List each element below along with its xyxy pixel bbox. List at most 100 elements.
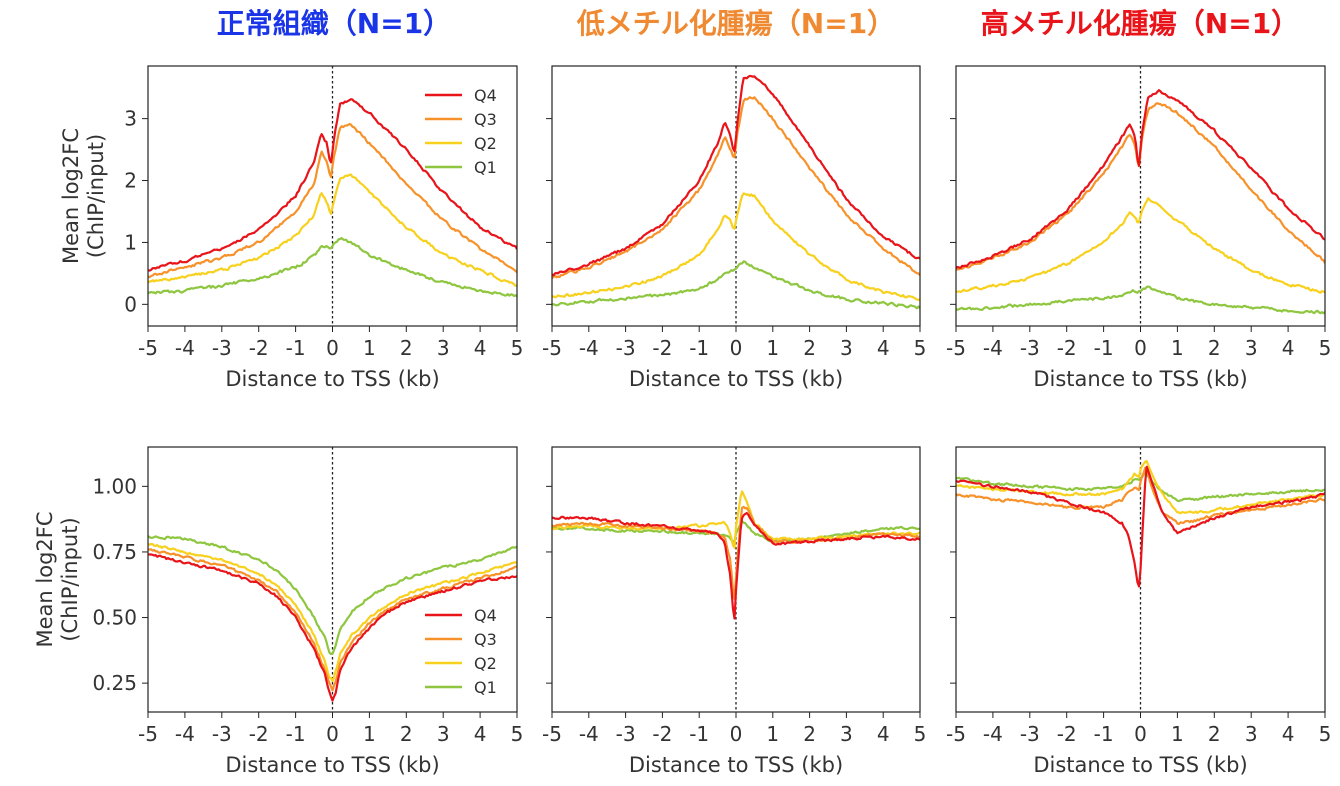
y-tick-label: 1 <box>124 230 137 254</box>
x-tick-label: 2 <box>803 336 816 360</box>
x-tick-label: -3 <box>212 722 232 746</box>
x-tick-label: 3 <box>1245 722 1258 746</box>
y-tick-label: 0.75 <box>92 540 137 564</box>
series-line-Q1 <box>148 535 517 656</box>
x-tick-label: -4 <box>175 722 195 746</box>
x-tick-label: -1 <box>286 336 306 360</box>
x-tick-label: -1 <box>1094 722 1114 746</box>
x-tick-label: 1 <box>363 336 376 360</box>
x-tick-label: 2 <box>400 336 413 360</box>
x-tick-label: 4 <box>1282 336 1295 360</box>
x-tick-label: -5 <box>946 336 966 360</box>
y-tick-label: 0.25 <box>92 671 137 695</box>
x-tick-label: 3 <box>437 336 450 360</box>
x-axis-label: Distance to TSS (kb) <box>629 753 843 777</box>
series-line-Q3 <box>148 548 517 692</box>
x-tick-label: 1 <box>363 722 376 746</box>
series-line-Q1 <box>148 237 517 298</box>
y-axis-label-line1: Mean log2FC <box>59 128 83 264</box>
chart-panel-2: -5 -4 -3 -2 -1 0 1 2 3 4 5 Distance to TSS (kb) <box>542 65 927 391</box>
series-line-Q3 <box>956 466 1325 526</box>
series-line-Q4 <box>552 511 920 620</box>
x-tick-label: -2 <box>249 336 269 360</box>
x-tick-label: 0 <box>730 336 743 360</box>
legend-label-Q4: Q4 <box>474 86 497 105</box>
legend-label-Q3: Q3 <box>474 630 497 649</box>
y-tick-label: 0.50 <box>92 606 137 630</box>
x-tick-label: -5 <box>138 722 158 746</box>
x-tick-label: 4 <box>474 722 487 746</box>
x-tick-label: -2 <box>652 722 672 746</box>
y-axis-label-line1: Mean log2FC <box>33 511 57 647</box>
chart-panel-5: -5 -4 -3 -2 -1 0 1 2 3 4 5 Distance to TSS (kb) <box>542 446 926 777</box>
x-tick-label: -3 <box>616 336 636 360</box>
x-tick-label: -4 <box>175 336 195 360</box>
x-tick-label: -3 <box>1020 722 1040 746</box>
x-tick-label: -5 <box>946 722 966 746</box>
x-tick-label: -4 <box>579 722 599 746</box>
x-tick-label: 0 <box>326 336 339 360</box>
y-axis-label-line2: (ChIP/input) <box>84 134 108 258</box>
x-tick-label: 4 <box>877 722 890 746</box>
y-tick-label: 3 <box>124 107 137 131</box>
series-line-Q4 <box>552 74 920 277</box>
x-tick-label: 3 <box>840 722 853 746</box>
series-line-Q4 <box>148 553 517 702</box>
y-tick-label: 0 <box>124 292 137 316</box>
series-line-Q4 <box>148 98 517 272</box>
x-tick-label: 0 <box>1134 722 1147 746</box>
x-tick-label: -3 <box>616 722 636 746</box>
x-tick-label: -2 <box>1057 722 1077 746</box>
series-line-Q3 <box>148 122 517 279</box>
x-tick-label: -4 <box>579 336 599 360</box>
x-axis-label: Distance to TSS (kb) <box>225 367 439 391</box>
x-axis-label: Distance to TSS (kb) <box>629 367 843 391</box>
x-tick-label: 2 <box>803 722 816 746</box>
x-tick-label: -5 <box>542 336 562 360</box>
x-tick-label: -1 <box>689 336 709 360</box>
x-tick-label: 0 <box>326 722 339 746</box>
x-tick-label: 5 <box>1319 722 1332 746</box>
x-tick-label: -1 <box>689 722 709 746</box>
legend-label-Q2: Q2 <box>474 134 497 153</box>
x-tick-label: -2 <box>249 722 269 746</box>
column-title-normal: 正常組織（N=1） <box>216 7 452 40</box>
x-tick-label: -5 <box>138 336 158 360</box>
x-tick-label: 1 <box>766 336 779 360</box>
x-tick-label: -2 <box>652 336 672 360</box>
legend-label-Q4: Q4 <box>474 606 497 625</box>
series-line-Q2 <box>956 197 1325 294</box>
x-tick-label: 1 <box>766 722 779 746</box>
x-tick-label: -1 <box>1094 336 1114 360</box>
series-line-Q2 <box>148 173 517 287</box>
chart-panel-3: -5 -4 -3 -2 -1 0 1 2 3 4 5 Distance to TSS (kb) <box>946 65 1332 391</box>
x-tick-label: -1 <box>286 722 306 746</box>
x-axis-label: Distance to TSS (kb) <box>225 753 439 777</box>
legend-label-Q2: Q2 <box>474 654 497 673</box>
series-line-Q2 <box>148 542 517 683</box>
legend-label-Q1: Q1 <box>474 158 497 177</box>
x-tick-label: 5 <box>914 336 927 360</box>
x-tick-label: 3 <box>1245 336 1258 360</box>
x-tick-label: -4 <box>983 722 1003 746</box>
x-tick-label: -3 <box>212 336 232 360</box>
series-line-Q1 <box>552 260 920 310</box>
x-tick-label: 5 <box>1319 336 1332 360</box>
x-tick-label: 3 <box>437 722 450 746</box>
x-tick-label: 0 <box>730 722 743 746</box>
series-line-Q4 <box>956 465 1325 588</box>
column-title-hypomethylated: 低メチル化腫瘍（N=1） <box>576 7 896 40</box>
column-title-hypermethylated: 高メチル化腫瘍（N=1） <box>980 7 1300 40</box>
x-tick-label: 4 <box>877 336 890 360</box>
x-tick-label: 5 <box>511 722 524 746</box>
x-tick-label: 5 <box>511 336 524 360</box>
legend-label-Q1: Q1 <box>474 678 497 697</box>
x-axis-label: Distance to TSS (kb) <box>1033 753 1247 777</box>
x-tick-label: 4 <box>474 336 487 360</box>
series-line-Q2 <box>552 192 920 301</box>
chart-panel-6: -5 -4 -3 -2 -1 0 1 2 3 4 5 Distance to TSS (kb) <box>946 446 1332 777</box>
x-tick-label: 0 <box>1134 336 1147 360</box>
x-tick-label: 2 <box>400 722 413 746</box>
x-tick-label: 4 <box>1282 722 1295 746</box>
